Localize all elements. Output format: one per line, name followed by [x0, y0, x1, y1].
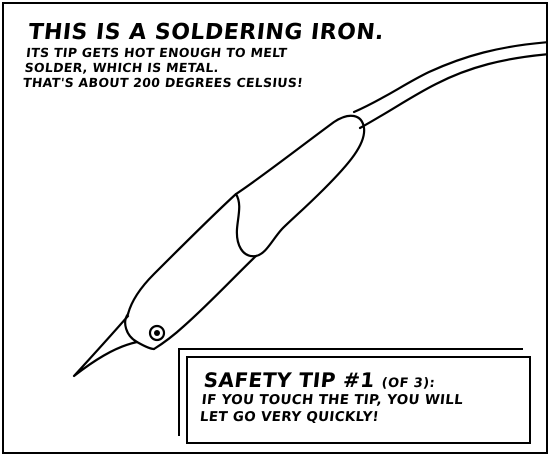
safety-tip-heading: SAFETY TIP #1 — [202, 368, 376, 392]
iron-cord — [352, 41, 546, 114]
safety-tip-line: LET GO VERY QUICKLY! — [199, 408, 380, 425]
iron-tip — [72, 314, 139, 378]
safety-tip-count: (OF 3): — [380, 376, 436, 391]
caption-line: ITS TIP GETS HOT ENOUGH TO MELT — [25, 45, 288, 61]
intro-caption: THIS IS A SOLDERING IRON. ITS TIP GETS H… — [22, 20, 389, 90]
safety-tip-box: SAFETY TIP #1 (OF 3): IF YOU TOUCH THE T… — [178, 348, 531, 444]
iron-barrel — [126, 192, 258, 351]
caption-line: SOLDER, WHICH IS METAL. — [23, 60, 220, 76]
safety-tip-title: SAFETY TIP #1 (OF 3): — [203, 368, 523, 392]
safety-tip-line: IF YOU TOUCH THE TIP, YOU WILL — [200, 392, 464, 408]
caption-line: THAT'S ABOUT 200 DEGREES CELSIUS! — [22, 75, 304, 91]
iron-cord-inner — [358, 53, 546, 130]
soldering-iron-drawing — [72, 41, 546, 378]
caption-title: THIS IS A SOLDERING IRON. — [27, 20, 386, 45]
iron-handle — [234, 114, 366, 258]
